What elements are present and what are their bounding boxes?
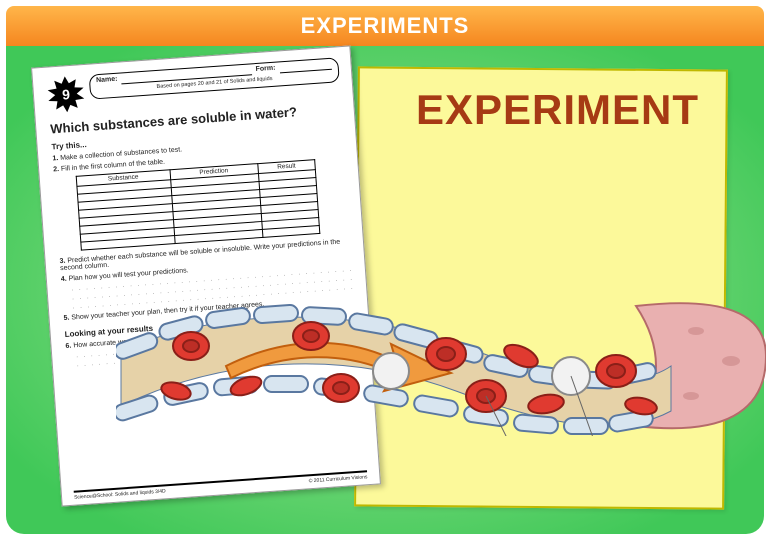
header-bar: EXPERIMENTS	[6, 6, 764, 46]
blood-vessel-diagram	[116, 296, 766, 436]
header-title: EXPERIMENTS	[301, 13, 470, 39]
worksheet-page: 9 Name: Form: Based on pages 20 and 21 o…	[31, 45, 381, 506]
main-panel: EXPERIMENT 9 Name: Form:	[6, 46, 764, 534]
worksheet-number: 9	[47, 75, 85, 113]
name-label: Name:	[96, 76, 118, 86]
name-form-box: Name: Form: Based on pages 20 and 21 of …	[89, 57, 340, 99]
form-label: Form:	[255, 65, 275, 75]
worksheet-number-badge: 9	[47, 75, 85, 113]
footer-right: © 2011 Curriculum Visions	[309, 474, 368, 484]
experiment-heading: EXPERIMENT	[416, 86, 699, 134]
footer-left: Science@School: Solids and liquids 3/4D	[74, 488, 166, 500]
stage: EXPERIMENTS EXPERIMENT 9 Name:	[0, 0, 770, 540]
experiment-heading-text: EXPERIMENT	[416, 86, 699, 133]
worksheet-table: SubstancePredictionResult	[76, 159, 321, 251]
worksheet-footer: Science@School: Solids and liquids 3/4D …	[74, 470, 368, 500]
